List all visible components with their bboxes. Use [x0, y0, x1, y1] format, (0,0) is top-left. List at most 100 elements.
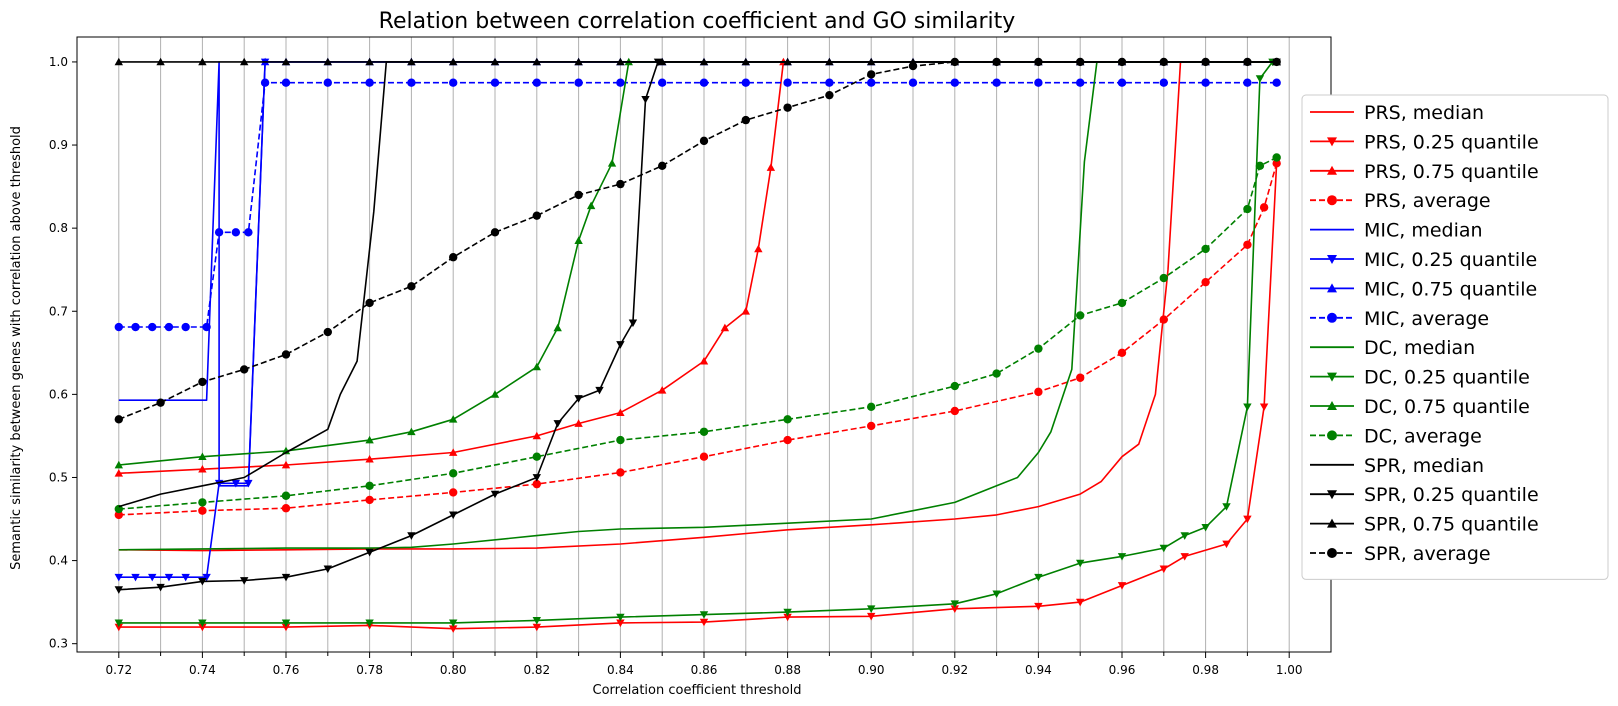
data-point-circle: [449, 488, 458, 497]
data-point-circle: [658, 161, 667, 171]
data-point-circle: [532, 452, 541, 461]
data-point-triangle-up: [240, 57, 249, 66]
data-point-triangle-up: [699, 57, 709, 66]
data-point-circle: [1327, 430, 1337, 441]
data-point-triangle-down: [1159, 565, 1168, 574]
data-point-triangle-up: [198, 57, 207, 66]
data-point-circle: [1117, 57, 1127, 67]
data-point-triangle-up: [365, 57, 374, 66]
data-point-triangle-up: [699, 356, 709, 365]
data-point-circle: [131, 322, 140, 332]
data-point-triangle-up: [783, 57, 792, 66]
data-point-triangle-down: [181, 573, 190, 582]
data-point-circle: [449, 253, 458, 262]
data-point-circle: [1034, 57, 1043, 67]
data-point-circle: [741, 78, 750, 87]
series-spr-average: [114, 57, 1281, 424]
legend-entry: PRS, average: [1310, 190, 1491, 212]
series-spr-median: [118, 61, 1277, 508]
data-point-triangle-down: [281, 623, 291, 632]
data-point-triangle-down: [281, 619, 291, 628]
data-point-triangle-up: [449, 415, 458, 423]
data-point-triangle-up: [867, 57, 876, 66]
legend-entry: SPR, median: [1310, 455, 1484, 477]
data-point-circle: [783, 103, 792, 112]
data-point-circle: [1159, 57, 1169, 67]
data-point-circle: [1201, 244, 1210, 254]
data-point-triangle-up: [574, 57, 583, 66]
data-point-circle: [1117, 298, 1127, 308]
data-point-circle: [1327, 548, 1337, 558]
data-point-circle: [490, 228, 500, 237]
data-point-triangle-down: [1159, 544, 1168, 553]
series-line: [118, 61, 1277, 508]
chart-title: Relation between correlation coefficient…: [379, 9, 1016, 34]
data-point-triangle-up: [574, 419, 583, 427]
legend-label: DC, median: [1364, 337, 1475, 359]
data-point-circle: [699, 78, 709, 87]
data-point-triangle-down: [1076, 598, 1085, 607]
data-point-triangle-down: [114, 573, 123, 582]
legend-entry: PRS, 0.25 quantile: [1310, 131, 1539, 153]
data-point-circle: [1076, 78, 1085, 87]
data-point-circle: [1201, 277, 1210, 287]
data-point-circle: [616, 468, 625, 477]
legend-label: DC, average: [1364, 425, 1482, 447]
data-point-circle: [1272, 159, 1281, 168]
data-point-circle: [1259, 203, 1269, 212]
series-dc-0-75-quantile: [114, 57, 1281, 469]
data-point-triangle-up: [1327, 518, 1337, 528]
data-point-circle: [231, 228, 241, 237]
data-point-triangle-down: [323, 565, 332, 574]
series-mic-average: [114, 78, 1281, 332]
data-point-triangle-up: [156, 57, 165, 66]
series-line: [118, 61, 266, 579]
data-point-triangle-down: [628, 319, 638, 328]
data-point-circle: [741, 115, 750, 125]
data-point-triangle-up: [323, 57, 332, 66]
data-point-circle: [992, 78, 1001, 87]
data-point-circle: [281, 491, 291, 500]
data-point-triangle-down: [1327, 372, 1337, 382]
data-point-triangle-down: [156, 583, 165, 592]
data-point-triangle-down: [992, 590, 1001, 599]
data-point-triangle-down: [641, 95, 650, 104]
y-tick-label: 0.5: [49, 470, 68, 484]
series-line: [118, 61, 1277, 552]
data-point-triangle-down: [1243, 515, 1252, 524]
legend-entry: MIC, 0.75 quantile: [1310, 278, 1537, 300]
data-point-circle: [867, 70, 876, 79]
data-point-triangle-up: [281, 460, 291, 469]
legend-label: PRS, median: [1364, 102, 1484, 124]
data-point-triangle-up: [616, 57, 625, 66]
legend-label: SPR, average: [1364, 543, 1491, 565]
legend-entry: MIC, 0.25 quantile: [1310, 249, 1537, 271]
y-tick-label: 1.0: [49, 55, 68, 69]
data-point-circle: [260, 78, 270, 87]
data-point-circle: [616, 435, 625, 445]
data-point-triangle-down: [490, 490, 500, 499]
data-point-triangle-down: [532, 623, 541, 632]
data-point-triangle-down: [616, 341, 625, 349]
data-point-circle: [532, 78, 541, 87]
data-point-triangle-down: [1201, 523, 1210, 532]
x-tick-label: 0.88: [774, 663, 801, 677]
data-point-circle: [323, 327, 332, 337]
data-point-triangle-down: [114, 623, 123, 632]
data-point-circle: [867, 421, 876, 431]
data-point-circle: [1243, 78, 1252, 87]
data-point-triangle-up: [490, 57, 500, 66]
legend-label: SPR, median: [1364, 455, 1484, 477]
data-point-circle: [114, 415, 124, 424]
x-tick-label: 0.86: [691, 663, 718, 677]
data-point-triangle-down: [281, 573, 291, 582]
x-tick-label: 0.78: [356, 663, 383, 677]
data-point-triangle-up: [490, 390, 500, 398]
data-point-triangle-down: [1327, 255, 1337, 264]
data-point-triangle-down: [616, 613, 625, 622]
data-point-circle: [699, 427, 709, 436]
data-point-triangle-up: [586, 201, 596, 210]
data-point-circle: [365, 78, 374, 87]
legend-entry: DC, average: [1310, 425, 1482, 447]
data-point-circle: [164, 322, 174, 332]
